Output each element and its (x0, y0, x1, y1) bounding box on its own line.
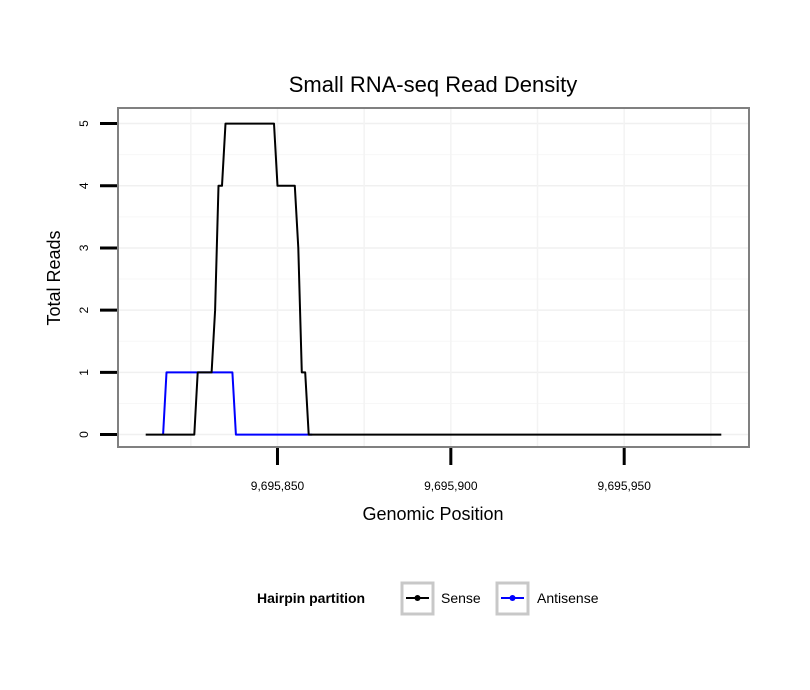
y-axis: 0 1 2 3 4 5 (77, 120, 117, 438)
y-tick-label: 0 (77, 431, 91, 438)
y-tick-label: 3 (77, 244, 91, 251)
legend-item-antisense: Antisense (495, 581, 599, 616)
plot-panel-border (117, 107, 750, 448)
series-line-sense (145, 122, 722, 436)
x-axis: 9,695,850 9,695,900 9,695,950 (251, 448, 651, 493)
y-tick-label: 1 (77, 369, 91, 376)
legend-label-sense: Sense (441, 590, 481, 606)
chart-title: Small RNA-seq Read Density (289, 72, 578, 97)
legend: Hairpin partition Sense Antisense (257, 581, 599, 616)
y-tick-label: 5 (77, 120, 91, 127)
grid (118, 108, 749, 447)
legend-item-sense: Sense (400, 581, 481, 616)
x-axis-title: Genomic Position (362, 504, 503, 524)
legend-point-antisense (509, 595, 516, 601)
series-layer (145, 122, 722, 436)
legend-label-antisense: Antisense (537, 590, 599, 606)
legend-title: Hairpin partition (257, 590, 365, 606)
y-axis-title: Total Reads (44, 230, 64, 325)
x-tick-label: 9,695,850 (251, 479, 305, 493)
x-tick-label: 9,695,900 (424, 479, 478, 493)
x-tick-label: 9,695,950 (597, 479, 651, 493)
y-tick-label: 4 (77, 182, 91, 189)
legend-point-sense (414, 595, 421, 601)
series-line-antisense (162, 371, 313, 436)
y-tick-label: 2 (77, 306, 91, 313)
